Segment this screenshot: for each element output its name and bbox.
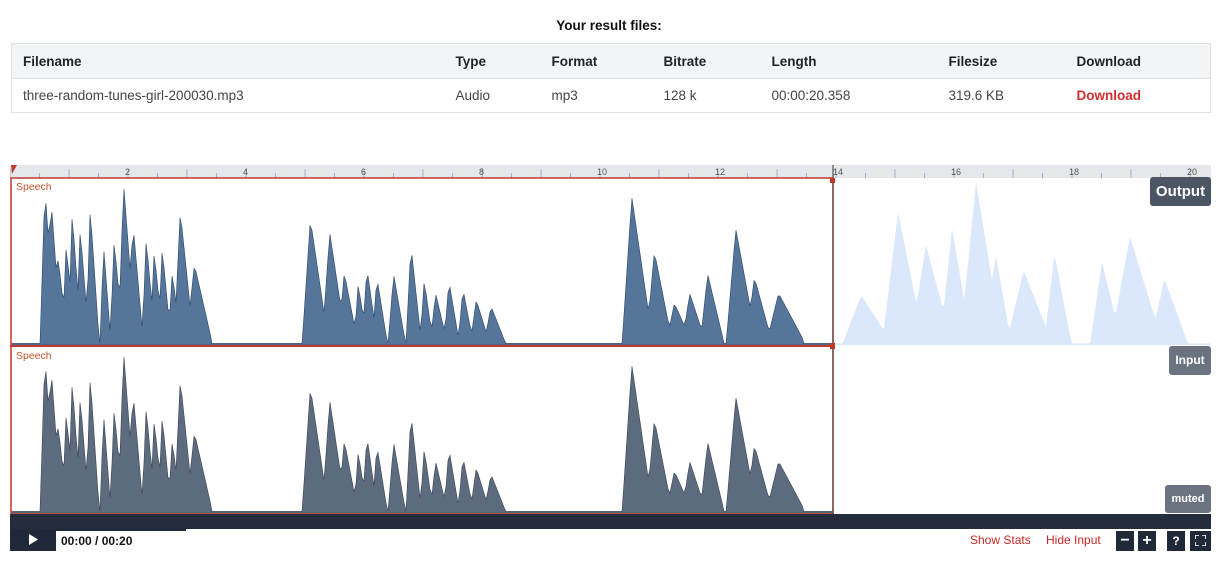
ruler-tick-label: 20	[1187, 167, 1197, 177]
output-waveform-unselected	[834, 182, 1210, 345]
fullscreen-button[interactable]	[1190, 531, 1211, 551]
ruler-tick-label: 12	[715, 167, 725, 177]
output-badge[interactable]: Output	[1150, 177, 1211, 206]
show-stats-button[interactable]: Show Stats	[970, 533, 1031, 547]
ruler-tick-label: 4	[243, 167, 248, 177]
time-ruler	[10, 165, 1211, 178]
controls-strip	[186, 529, 1211, 551]
zoom-out-button[interactable]: −	[1116, 531, 1134, 551]
hide-input-button[interactable]: Hide Input	[1046, 533, 1101, 547]
ruler-tick-label: 8	[479, 167, 484, 177]
cell-filesize: 319.6 KB	[948, 88, 1005, 103]
cell-format: mp3	[551, 88, 578, 103]
time-display: 00:00 / 00:20	[56, 531, 186, 551]
selection-handle-top	[830, 178, 835, 183]
fullscreen-icon	[1194, 534, 1207, 547]
col-format: Format	[540, 43, 653, 79]
play-button[interactable]	[20, 531, 46, 551]
output-waveform	[11, 189, 833, 346]
col-download: Download	[1065, 43, 1211, 79]
ruler-tick-label: 6	[361, 167, 366, 177]
result-heading: Your result files:	[556, 18, 662, 33]
download-link[interactable]: Download	[1076, 88, 1142, 103]
ruler-tick-label: 10	[597, 167, 607, 177]
waveform-canvas[interactable]: 2 4 6 8 10 12 14 16 18 20	[10, 165, 1211, 515]
output-track-label: Speech	[16, 181, 52, 193]
cell-filename: three-random-tunes-girl-200030.mp3	[23, 88, 244, 103]
input-track-label: Speech	[16, 350, 52, 362]
muted-badge[interactable]: muted	[1165, 485, 1211, 513]
ruler-tick-label: 14	[833, 167, 843, 177]
col-length: Length	[760, 43, 938, 79]
col-filename: Filename	[11, 43, 445, 79]
table-row: three-random-tunes-girl-200030.mp3 Audio…	[12, 79, 1211, 113]
help-button[interactable]: ?	[1167, 531, 1185, 551]
cell-type: Audio	[455, 88, 491, 103]
player-controls: 00:00 / 00:20 Show Stats Hide Input − + …	[10, 514, 1211, 551]
zoom-in-button[interactable]: +	[1138, 531, 1156, 551]
input-badge[interactable]: Input	[1169, 346, 1211, 375]
play-icon	[29, 534, 38, 545]
input-waveform	[11, 357, 833, 514]
output-track-bg	[10, 178, 1211, 346]
col-bitrate: Bitrate	[652, 43, 761, 79]
ruler-tick-label: 16	[951, 167, 961, 177]
col-type: Type	[444, 43, 541, 79]
col-filesize: Filesize	[937, 43, 1066, 79]
playhead-marker	[11, 165, 17, 174]
progress-bar[interactable]	[10, 514, 1211, 529]
ruler-tick-label: 18	[1069, 167, 1079, 177]
selection-handle-right	[830, 343, 835, 349]
input-track-bg	[10, 346, 1211, 514]
cell-length: 00:00:20.358	[771, 88, 851, 103]
waveform-editor[interactable]: 2 4 6 8 10 12 14 16 18 20 Speech Speech Output In…	[10, 165, 1211, 551]
table-header-row: Filename Type Format Bitrate Length File…	[11, 43, 1211, 79]
result-files-table: Filename Type Format Bitrate Length File…	[11, 43, 1211, 113]
ruler-tick-label: 2	[125, 167, 130, 177]
cell-bitrate: 128 k	[663, 88, 697, 103]
